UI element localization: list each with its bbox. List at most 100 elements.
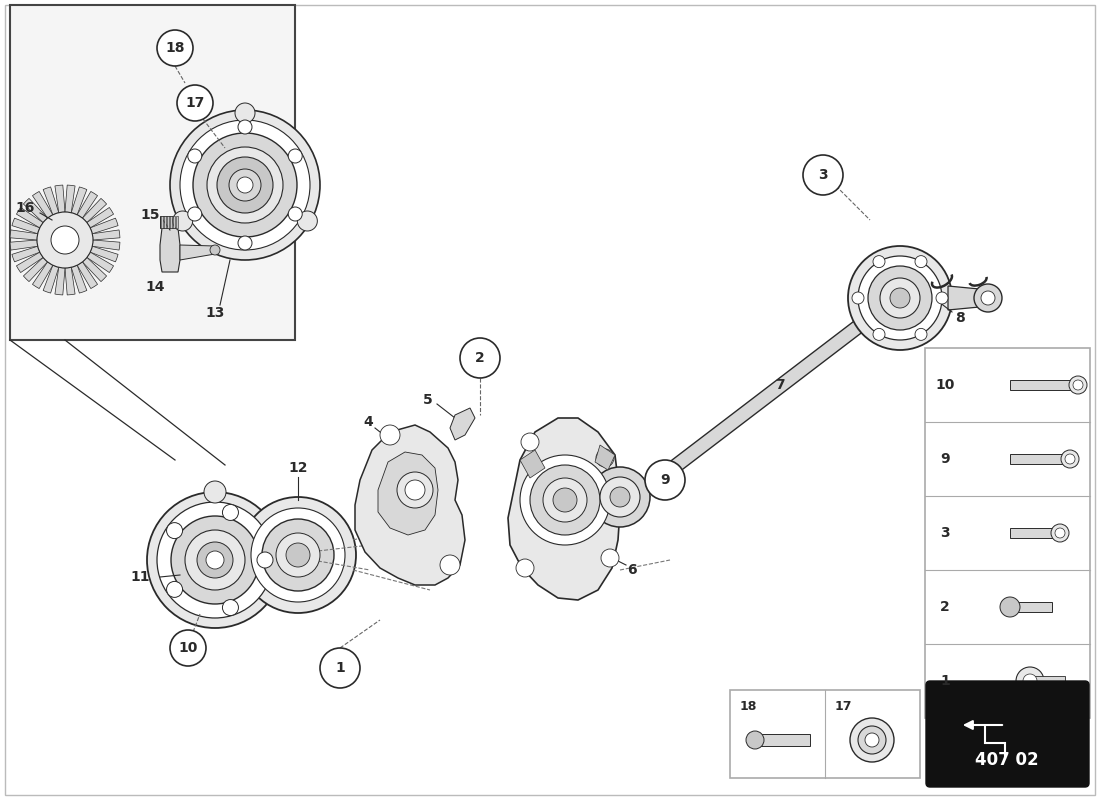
Circle shape bbox=[257, 552, 273, 568]
Polygon shape bbox=[450, 408, 475, 440]
Circle shape bbox=[238, 120, 252, 134]
Polygon shape bbox=[649, 304, 883, 490]
Circle shape bbox=[610, 487, 630, 507]
Text: 4: 4 bbox=[363, 415, 373, 429]
Polygon shape bbox=[55, 185, 65, 213]
Circle shape bbox=[210, 245, 220, 255]
Circle shape bbox=[460, 338, 500, 378]
Text: 7: 7 bbox=[776, 378, 784, 392]
Circle shape bbox=[530, 465, 600, 535]
Circle shape bbox=[197, 542, 233, 578]
Text: 18: 18 bbox=[739, 699, 757, 713]
Circle shape bbox=[915, 256, 927, 268]
Circle shape bbox=[848, 246, 952, 350]
Circle shape bbox=[147, 492, 283, 628]
FancyBboxPatch shape bbox=[925, 348, 1090, 718]
Polygon shape bbox=[92, 230, 120, 240]
Circle shape bbox=[180, 120, 310, 250]
Circle shape bbox=[915, 328, 927, 340]
Polygon shape bbox=[1010, 454, 1070, 464]
Circle shape bbox=[235, 103, 255, 123]
Polygon shape bbox=[82, 258, 107, 282]
Polygon shape bbox=[160, 228, 180, 272]
FancyBboxPatch shape bbox=[926, 681, 1089, 787]
Polygon shape bbox=[92, 240, 120, 250]
Circle shape bbox=[207, 147, 283, 223]
Circle shape bbox=[852, 292, 864, 304]
Circle shape bbox=[981, 291, 996, 305]
Circle shape bbox=[170, 516, 258, 604]
Circle shape bbox=[297, 211, 318, 231]
Polygon shape bbox=[90, 246, 118, 262]
Circle shape bbox=[890, 288, 910, 308]
Circle shape bbox=[397, 472, 433, 508]
Circle shape bbox=[601, 549, 619, 567]
Circle shape bbox=[590, 467, 650, 527]
Circle shape bbox=[1000, 597, 1020, 617]
Circle shape bbox=[170, 110, 320, 260]
Text: 8: 8 bbox=[955, 311, 965, 325]
Polygon shape bbox=[1010, 602, 1052, 612]
Polygon shape bbox=[355, 425, 465, 585]
Text: 9: 9 bbox=[660, 473, 670, 487]
Text: 1: 1 bbox=[336, 661, 345, 675]
Polygon shape bbox=[77, 262, 98, 289]
Text: 3: 3 bbox=[940, 526, 949, 540]
Bar bbox=[160, 216, 180, 228]
Text: 6: 6 bbox=[627, 563, 637, 577]
Circle shape bbox=[521, 433, 539, 451]
Circle shape bbox=[206, 551, 224, 569]
Polygon shape bbox=[55, 267, 65, 295]
Circle shape bbox=[166, 582, 183, 598]
Circle shape bbox=[543, 478, 587, 522]
Circle shape bbox=[1023, 674, 1037, 688]
Text: 12: 12 bbox=[288, 461, 308, 475]
Circle shape bbox=[288, 207, 302, 221]
Circle shape bbox=[1065, 454, 1075, 464]
Polygon shape bbox=[23, 198, 47, 222]
Circle shape bbox=[1050, 524, 1069, 542]
Text: 10: 10 bbox=[178, 641, 198, 655]
Circle shape bbox=[173, 211, 192, 231]
Circle shape bbox=[873, 328, 886, 340]
Circle shape bbox=[553, 488, 578, 512]
Circle shape bbox=[1072, 380, 1084, 390]
Text: 14: 14 bbox=[145, 280, 165, 294]
Circle shape bbox=[192, 133, 297, 237]
Polygon shape bbox=[87, 207, 113, 228]
Polygon shape bbox=[16, 252, 43, 273]
Circle shape bbox=[288, 149, 302, 163]
FancyBboxPatch shape bbox=[730, 690, 920, 778]
Circle shape bbox=[746, 731, 764, 749]
Polygon shape bbox=[948, 286, 990, 310]
Circle shape bbox=[262, 519, 334, 591]
Polygon shape bbox=[23, 258, 47, 282]
Bar bbox=[167, 216, 169, 228]
Polygon shape bbox=[10, 230, 37, 240]
Circle shape bbox=[286, 543, 310, 567]
Text: 5: 5 bbox=[424, 393, 433, 407]
Circle shape bbox=[600, 477, 640, 517]
Circle shape bbox=[880, 278, 920, 318]
Polygon shape bbox=[1030, 676, 1065, 686]
Circle shape bbox=[405, 480, 425, 500]
Circle shape bbox=[157, 30, 192, 66]
Circle shape bbox=[229, 169, 261, 201]
Polygon shape bbox=[77, 191, 98, 218]
Bar bbox=[161, 216, 163, 228]
Bar bbox=[164, 216, 166, 228]
Polygon shape bbox=[12, 218, 40, 234]
Bar bbox=[173, 216, 175, 228]
Circle shape bbox=[185, 530, 245, 590]
Text: 2: 2 bbox=[940, 600, 950, 614]
Polygon shape bbox=[16, 207, 43, 228]
Text: 11: 11 bbox=[130, 570, 150, 584]
Polygon shape bbox=[43, 266, 58, 293]
Circle shape bbox=[858, 256, 942, 340]
Circle shape bbox=[222, 599, 239, 615]
Text: 17: 17 bbox=[834, 699, 851, 713]
Polygon shape bbox=[33, 191, 53, 218]
Circle shape bbox=[166, 522, 183, 538]
Text: 13: 13 bbox=[206, 306, 224, 320]
Circle shape bbox=[645, 460, 685, 500]
